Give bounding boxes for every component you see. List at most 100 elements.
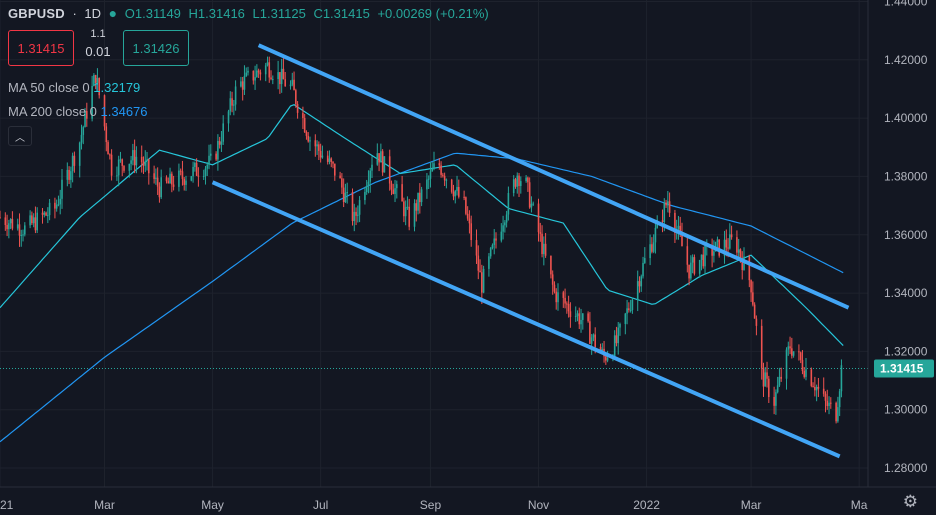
candle-body	[528, 182, 531, 208]
candle-body	[192, 166, 194, 177]
candle-body	[440, 165, 442, 175]
candle-body	[272, 79, 274, 81]
ma50-line	[0, 104, 844, 347]
candle-body	[217, 141, 219, 160]
candle-body	[222, 123, 224, 142]
candle-body	[390, 183, 393, 190]
candle-body	[488, 256, 490, 269]
candle-body	[427, 178, 430, 180]
symbol-name[interactable]: GBPUSD	[8, 6, 65, 21]
candle-body	[309, 140, 311, 142]
candle-body	[34, 217, 37, 231]
candle-body	[29, 215, 31, 226]
candle-body	[420, 189, 423, 203]
ma50-legend[interactable]: MA 50 close 0 1.32179	[8, 80, 140, 95]
candle-body	[178, 170, 180, 187]
last-price-tag	[874, 359, 934, 378]
candle-body	[690, 262, 692, 279]
candle-body	[789, 346, 791, 349]
candle-body	[810, 369, 813, 386]
price-tick-label: 1.30000	[884, 403, 928, 417]
candle-body	[181, 171, 184, 179]
collapse-legend-icon[interactable]: ︿	[8, 126, 32, 146]
candle-body	[289, 84, 292, 87]
candle-body	[369, 170, 372, 182]
candle-body	[791, 348, 793, 356]
candle-body	[668, 201, 671, 213]
candle-body	[463, 196, 465, 198]
candle-body	[693, 257, 696, 274]
candle-body	[142, 162, 145, 166]
candle-body	[171, 173, 173, 185]
candle-body	[636, 281, 639, 300]
candle-body	[755, 318, 758, 326]
candle-body	[730, 234, 733, 238]
candle-body	[606, 358, 609, 361]
sell-button[interactable]: 1.31415	[8, 30, 74, 66]
candle-body	[105, 126, 108, 143]
candle-body	[736, 237, 738, 253]
interval-label[interactable]: 1D	[84, 6, 102, 21]
candle-body	[615, 335, 618, 344]
candle-body	[208, 155, 210, 165]
candle-body	[629, 309, 632, 311]
candle-body	[429, 171, 432, 179]
candles-group	[0, 56, 843, 424]
time-tick-label: Sep	[420, 498, 442, 512]
candle-body	[18, 224, 21, 236]
buy-button[interactable]: 1.31426	[123, 30, 189, 66]
candle-body	[725, 239, 728, 248]
time-tick-label: 2022	[633, 498, 660, 512]
ma200-legend[interactable]: MA 200 close 0 1.34676	[8, 104, 148, 119]
candle-body	[812, 385, 814, 387]
candle-body	[148, 159, 150, 174]
candle-body	[512, 179, 515, 194]
candle-body	[638, 281, 641, 287]
last-price-label: 1.31415	[880, 361, 924, 375]
candle-body	[190, 176, 193, 181]
candle-body	[78, 142, 81, 166]
candle-body	[798, 351, 800, 353]
candle-body	[321, 155, 324, 158]
lot-size-value[interactable]: 0.01	[85, 44, 111, 59]
candle-body	[240, 81, 242, 87]
candle-body	[801, 359, 804, 371]
candle-body	[264, 65, 267, 75]
candle-body	[741, 257, 744, 270]
candle-body	[158, 186, 161, 198]
candle-body	[116, 175, 118, 177]
channel-upper-line	[257, 43, 850, 310]
candle-body	[543, 243, 545, 255]
candle-body	[371, 164, 373, 171]
candle-body	[383, 156, 386, 173]
candle-body	[431, 168, 434, 172]
candle-body	[169, 173, 171, 184]
candle-body	[837, 407, 839, 422]
candle-body	[799, 352, 802, 360]
candle-body	[47, 215, 49, 217]
candle-body	[194, 162, 196, 167]
candle-body	[54, 202, 56, 209]
candle-body	[482, 268, 485, 293]
candle-body	[24, 225, 26, 235]
candle-body	[574, 316, 577, 318]
candle-body	[768, 378, 770, 398]
candle-body	[642, 262, 644, 277]
candle-body	[172, 184, 175, 187]
candle-body	[787, 346, 790, 350]
candle-body	[144, 160, 147, 166]
candle-body	[86, 110, 88, 119]
candle-body	[195, 162, 198, 176]
candle-body	[698, 259, 701, 274]
candle-body	[408, 206, 410, 227]
candle-body	[824, 393, 827, 401]
candle-body	[353, 211, 356, 222]
candle-body	[762, 368, 765, 387]
price-tick-label: 1.34000	[884, 286, 928, 300]
gear-icon[interactable]: ⚙	[902, 492, 918, 511]
candle-body	[587, 313, 589, 322]
candle-body	[259, 72, 262, 75]
candle-body	[61, 179, 63, 199]
price-tick-label: 1.38000	[884, 169, 928, 183]
